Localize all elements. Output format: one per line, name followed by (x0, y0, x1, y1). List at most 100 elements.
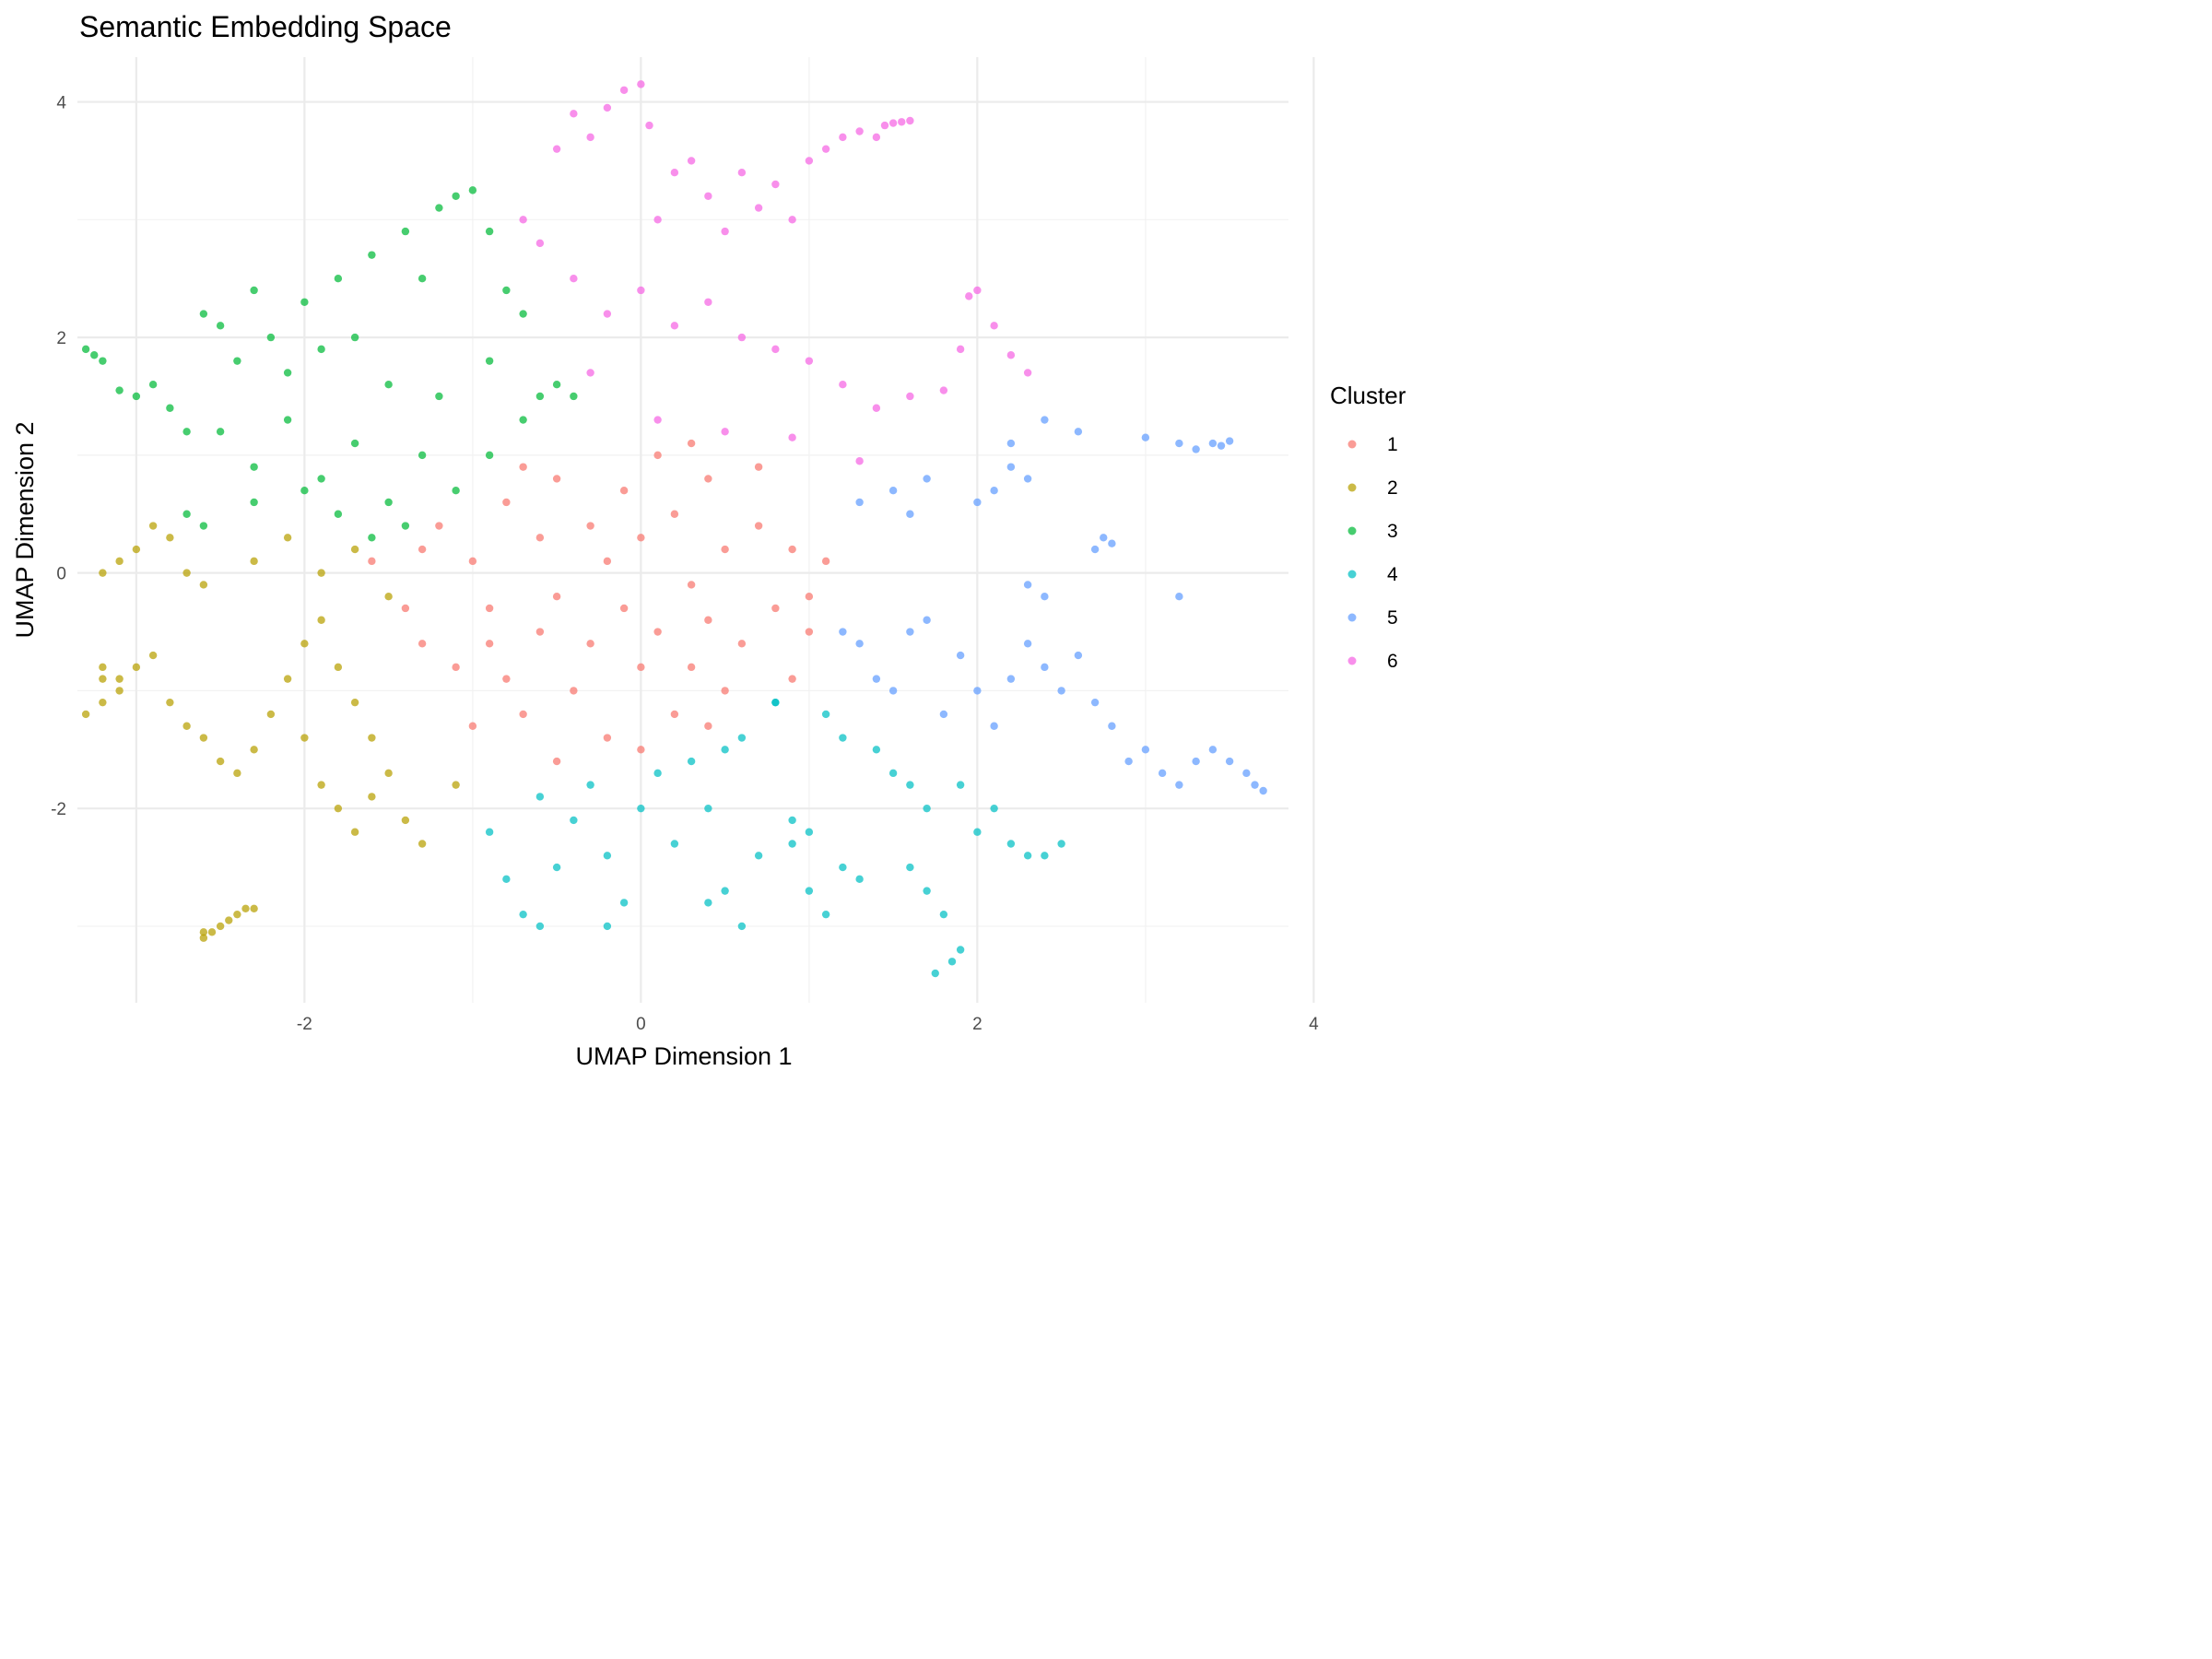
chart-title: Semantic Embedding Space (79, 10, 452, 43)
data-point-cluster-2 (207, 928, 217, 936)
data-point-cluster-5 (939, 710, 948, 719)
data-point-cluster-4 (973, 828, 982, 836)
data-point-cluster-4 (805, 887, 814, 895)
data-point-cluster-1 (535, 628, 545, 636)
data-point-cluster-3 (199, 522, 208, 530)
data-point-cluster-1 (519, 710, 527, 719)
data-point-cluster-3 (350, 439, 359, 448)
data-point-cluster-4 (519, 910, 527, 919)
data-point-cluster-2 (250, 557, 258, 566)
data-point-cluster-5 (1141, 433, 1150, 441)
data-point-cluster-5 (1259, 786, 1267, 795)
data-point-cluster-3 (81, 345, 90, 354)
data-point-cluster-4 (771, 698, 780, 707)
data-point-cluster-5 (1090, 545, 1100, 554)
data-point-cluster-3 (502, 286, 511, 295)
data-point-cluster-4 (535, 793, 545, 801)
data-point-cluster-3 (317, 475, 325, 483)
data-point-cluster-6 (1023, 369, 1032, 377)
data-point-cluster-5 (973, 498, 982, 507)
data-point-cluster-4 (821, 710, 830, 719)
data-point-cluster-1 (452, 663, 460, 672)
data-point-cluster-1 (552, 592, 561, 601)
data-point-cluster-2 (368, 793, 376, 801)
data-point-cluster-6 (653, 216, 662, 224)
data-point-cluster-6 (939, 386, 948, 394)
data-point-cluster-1 (418, 545, 427, 554)
data-point-cluster-5 (1041, 592, 1049, 601)
data-point-cluster-6 (687, 157, 696, 165)
data-point-cluster-6 (872, 133, 881, 142)
data-point-cluster-6 (737, 169, 747, 177)
data-point-cluster-3 (115, 386, 124, 394)
legend-label-5: 5 (1387, 607, 1398, 629)
data-point-cluster-1 (502, 675, 511, 683)
data-point-cluster-5 (1175, 439, 1183, 448)
data-point-cluster-3 (283, 369, 292, 377)
data-point-cluster-6 (771, 345, 780, 354)
data-point-cluster-1 (637, 663, 645, 672)
data-point-cluster-1 (468, 557, 477, 566)
data-point-cluster-5 (1225, 437, 1234, 445)
data-point-cluster-2 (216, 757, 225, 766)
y-tick-label: 0 (56, 565, 66, 584)
data-point-cluster-4 (737, 734, 747, 742)
data-point-cluster-3 (535, 392, 545, 401)
chart-container: -2 0 2 4 -2 0 2 4 Semantic Embedding Space UMA… (0, 0, 1438, 1078)
minor-gridlines (77, 57, 1288, 1003)
data-point-cluster-6 (771, 180, 780, 189)
data-point-cluster-6 (535, 239, 545, 248)
data-point-cluster-6 (519, 216, 527, 224)
data-point-cluster-3 (401, 522, 410, 530)
data-point-cluster-4 (931, 969, 939, 978)
data-point-cluster-6 (721, 227, 729, 236)
data-point-cluster-1 (687, 663, 696, 672)
data-point-cluster-5 (923, 616, 931, 624)
data-point-cluster-1 (586, 640, 594, 648)
data-point-cluster-2 (216, 922, 225, 931)
data-point-cluster-5 (1208, 746, 1218, 754)
data-point-cluster-3 (519, 310, 527, 318)
data-point-cluster-6 (888, 119, 898, 127)
legend-key-6 (1347, 656, 1357, 665)
data-point-cluster-4 (687, 757, 696, 766)
data-point-cluster-4 (821, 910, 830, 919)
data-point-cluster-3 (334, 510, 343, 518)
data-point-cluster-3 (266, 333, 276, 342)
data-point-cluster-2 (266, 710, 276, 719)
data-point-cluster-5 (1141, 746, 1150, 754)
data-point-cluster-1 (805, 628, 814, 636)
data-point-cluster-5 (990, 486, 998, 495)
data-point-cluster-1 (721, 545, 729, 554)
data-point-cluster-6 (603, 103, 612, 112)
data-point-cluster-5 (839, 628, 847, 636)
data-point-cluster-6 (788, 216, 796, 224)
legend-title: Cluster (1330, 382, 1406, 409)
data-point-cluster-1 (603, 734, 612, 742)
data-point-cluster-4 (637, 804, 645, 813)
scatter-chart: -2 0 2 4 -2 0 2 4 Semantic Embedding Space UMA… (0, 0, 1438, 1078)
legend-label-6: 6 (1387, 651, 1398, 672)
data-point-cluster-4 (754, 852, 763, 860)
data-point-cluster-5 (1192, 757, 1200, 766)
data-point-cluster-5 (1175, 592, 1183, 601)
data-point-cluster-4 (906, 863, 914, 872)
data-point-cluster-1 (788, 675, 796, 683)
data-point-cluster-5 (1225, 757, 1234, 766)
data-point-cluster-4 (872, 746, 881, 754)
data-point-cluster-2 (99, 663, 107, 672)
data-point-cluster-1 (704, 722, 712, 730)
data-point-cluster-3 (250, 498, 258, 507)
data-point-cluster-3 (368, 534, 376, 542)
data-point-cluster-2 (166, 698, 174, 707)
data-point-cluster-3 (435, 392, 443, 401)
legend-key-5 (1347, 613, 1357, 622)
data-point-cluster-6 (1006, 351, 1016, 359)
data-point-cluster-5 (1006, 675, 1016, 683)
data-point-cluster-6 (880, 121, 889, 130)
data-point-cluster-5 (1023, 640, 1032, 648)
data-point-cluster-1 (401, 604, 410, 613)
data-point-cluster-1 (435, 522, 443, 530)
data-point-cluster-6 (839, 381, 847, 389)
data-point-cluster-4 (805, 828, 814, 836)
